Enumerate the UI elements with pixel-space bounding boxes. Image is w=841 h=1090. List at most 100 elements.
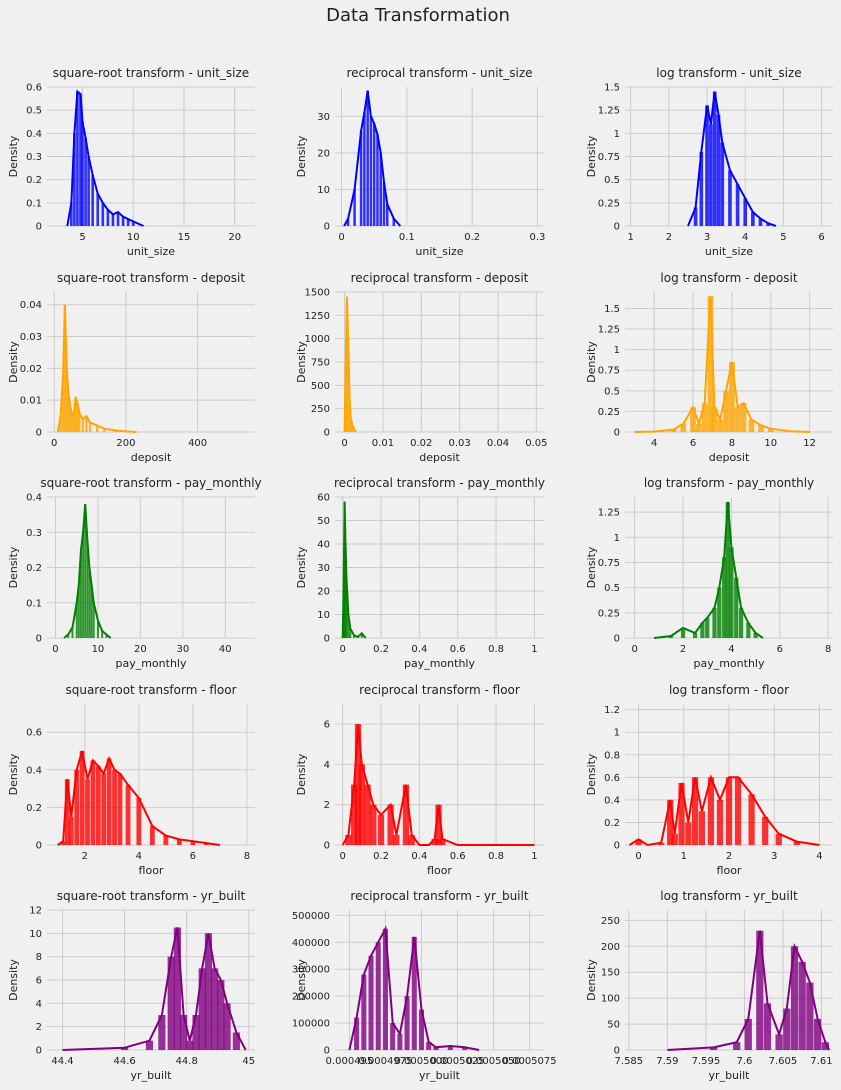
- y-axis-label: Density: [585, 753, 598, 795]
- y-tick-label: 150: [601, 968, 620, 979]
- y-tick-label: 0.2: [604, 818, 620, 829]
- histogram-bar: [149, 826, 155, 845]
- x-tick-label: 6: [190, 851, 196, 862]
- x-axis-label: deposit: [709, 451, 750, 464]
- x-tick-label: 1: [681, 851, 687, 862]
- density-curve: [63, 504, 112, 639]
- histogram-bar: [73, 133, 76, 226]
- histogram-bar: [173, 927, 181, 1050]
- histogram-bar: [725, 502, 730, 638]
- histogram-bar: [366, 90, 369, 226]
- histogram-bar: [667, 799, 674, 845]
- histogram-bar: [699, 151, 704, 226]
- x-tick-label: 0.2: [373, 644, 389, 655]
- y-axis-label: Density: [585, 341, 598, 383]
- x-axis-label: yr_built: [709, 1069, 751, 1082]
- histogram-bar: [65, 368, 68, 432]
- x-tick-label: 7.59: [656, 1056, 678, 1067]
- histogram-bar: [712, 607, 717, 638]
- histogram-bar: [76, 91, 79, 226]
- x-tick-label: 1: [531, 851, 537, 862]
- histogram-bar: [693, 207, 698, 226]
- panel-title: square-root transform - floor: [65, 683, 236, 697]
- histogram-bar: [387, 804, 394, 845]
- x-tick-label: 0.01: [372, 438, 394, 449]
- y-tick-label: 20: [317, 148, 330, 159]
- x-tick-label: 8: [825, 644, 831, 655]
- histogram-bar: [82, 532, 85, 638]
- x-tick-label: 44.6: [113, 1056, 135, 1067]
- x-tick-label: 6: [690, 438, 696, 449]
- y-axis-label: Density: [295, 959, 308, 1001]
- y-tick-label: 0: [324, 1046, 330, 1057]
- histogram-bar: [680, 423, 687, 432]
- y-tick-label: 4: [324, 760, 330, 771]
- histogram-bar: [758, 425, 764, 432]
- y-tick-label: 200: [601, 942, 620, 953]
- y-axis-label: Density: [585, 546, 598, 588]
- y-tick-label: 50: [607, 1020, 620, 1031]
- y-axis-label: Density: [295, 753, 308, 795]
- panel-12: 0 1 2 3 4 0 0.2 0.4 0.6 0.8 1 1.2 log transform - fl…: [585, 683, 833, 877]
- y-tick-label: 10: [317, 610, 330, 621]
- x-tick-label: 8: [244, 851, 250, 862]
- density-curve: [628, 774, 820, 847]
- histogram-bar: [84, 137, 87, 226]
- histogram-bar: [748, 794, 755, 845]
- histogram-bar: [96, 193, 100, 226]
- x-axis-label: deposit: [419, 451, 460, 464]
- histogram-bar: [345, 296, 348, 432]
- y-tick-label: 0.03: [20, 332, 42, 343]
- density-curve: [634, 296, 810, 433]
- x-axis-label: pay_monthly: [115, 657, 186, 670]
- x-tick-label: 0: [635, 851, 641, 862]
- histogram-bar: [145, 1040, 154, 1050]
- histogram-bar: [709, 124, 713, 226]
- y-tick-label: 4: [36, 999, 42, 1010]
- y-tick-label: 0.3: [26, 528, 42, 539]
- histogram-bar: [96, 620, 99, 638]
- x-axis-label: unit_size: [127, 245, 175, 258]
- histogram-bar: [635, 839, 642, 845]
- y-axis-label: Density: [7, 341, 20, 383]
- y-tick-label: 0.1: [26, 198, 42, 209]
- x-tick-label: 0: [339, 851, 345, 862]
- x-tick-label: 0.4: [411, 644, 427, 655]
- histogram-bar: [192, 1015, 200, 1050]
- x-tick-label: 0.2: [373, 851, 389, 862]
- y-tick-label: 0: [614, 634, 620, 645]
- y-tick-label: 30: [317, 563, 330, 574]
- y-tick-label: 12: [29, 906, 42, 917]
- histogram-bar: [223, 1003, 231, 1050]
- panel-title: square-root transform - pay_monthly: [40, 476, 261, 490]
- histogram-bar: [95, 425, 99, 432]
- y-axis-label: Density: [585, 959, 598, 1001]
- x-tick-label: 0.6: [450, 644, 466, 655]
- histogram-bar: [71, 627, 74, 638]
- histogram-bar: [740, 403, 747, 432]
- panel-title: square-root transform - yr_built: [57, 889, 246, 903]
- y-tick-label: 0: [324, 222, 330, 233]
- histogram-bar: [734, 577, 739, 638]
- panel-title: log transform - deposit: [660, 271, 797, 285]
- panel-15: 7.585 7.59 7.595 7.6 7.605 7.61 0 50 100 150 200 25…: [585, 889, 833, 1082]
- y-tick-label: 0.02: [20, 364, 42, 375]
- x-tick-label: 0.6: [450, 851, 466, 862]
- histogram-bar: [186, 1040, 194, 1050]
- x-tick-label: 0: [339, 644, 345, 655]
- x-tick-label: 7.585: [615, 1056, 644, 1067]
- y-tick-label: 300000: [292, 965, 330, 976]
- y-tick-label: 0: [614, 1046, 620, 1057]
- histogram-bar: [382, 928, 388, 1050]
- histogram-bar: [211, 968, 219, 1050]
- y-axis-label: Density: [585, 135, 598, 177]
- y-tick-label: 1.25: [598, 508, 620, 519]
- histogram-bar: [670, 429, 677, 432]
- y-tick-label: 30: [317, 112, 330, 123]
- x-tick-label: 0.0004975: [358, 1056, 412, 1067]
- y-tick-label: 400000: [292, 938, 330, 949]
- y-tick-label: 1: [614, 129, 620, 140]
- x-tick-label: 0: [51, 438, 57, 449]
